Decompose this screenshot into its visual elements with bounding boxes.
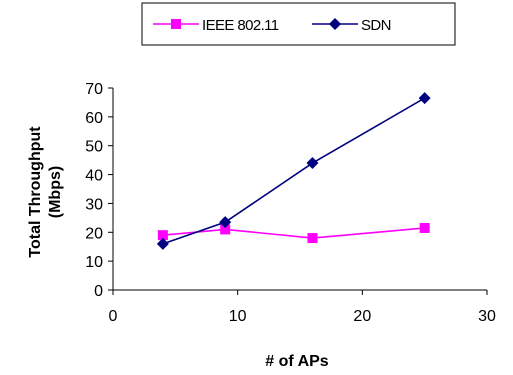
series-sdn-point (418, 92, 431, 105)
x-axis-title: # of APs (265, 353, 329, 370)
series-ieee-point (307, 233, 318, 244)
series-layer (156, 92, 431, 250)
series-sdn-point (156, 237, 169, 250)
x-tick-labels: 0 10 20 30 (109, 308, 496, 325)
x-tick-label: 0 (109, 308, 118, 325)
series-sdn-line (162, 97, 426, 245)
y-tick-label: 50 (85, 139, 103, 156)
y-tick-label: 20 (85, 225, 103, 242)
series-ieee-point (220, 224, 231, 235)
x-tick-label: 10 (229, 308, 247, 325)
y-tick-labels: 0 10 20 30 40 50 60 70 (85, 81, 103, 300)
series-ieee-point (157, 230, 168, 241)
y-tick-label: 60 (85, 110, 103, 127)
x-tick-label: 20 (353, 308, 371, 325)
series-sdn (156, 92, 431, 250)
legend-ieee-marker (171, 19, 181, 29)
legend: IEEE 802.11 SDN (141, 2, 456, 46)
series-ieee-point (419, 222, 430, 233)
y-tick-label: 10 (85, 254, 103, 271)
y-axis-title-line2: (Mbps) (47, 166, 64, 218)
legend-sdn-marker (329, 18, 341, 30)
legend-entry-ieee: IEEE 802.11 (153, 17, 279, 34)
y-tick-label: 0 (94, 283, 103, 300)
series-ieee (157, 222, 430, 244)
y-axis-title-line1: Total Throughput (27, 126, 44, 258)
legend-entry-sdn: SDN (312, 17, 391, 34)
legend-sdn-label: SDN (361, 17, 391, 34)
y-tick-label: 70 (85, 81, 103, 98)
series-sdn-point (306, 157, 319, 170)
legend-ieee-label: IEEE 802.11 (202, 17, 279, 34)
series-sdn-point (219, 216, 232, 229)
y-tick-label: 30 (85, 196, 103, 213)
axes (108, 87, 488, 295)
y-tick-label: 40 (85, 168, 103, 185)
x-tick-label: 30 (478, 308, 496, 325)
